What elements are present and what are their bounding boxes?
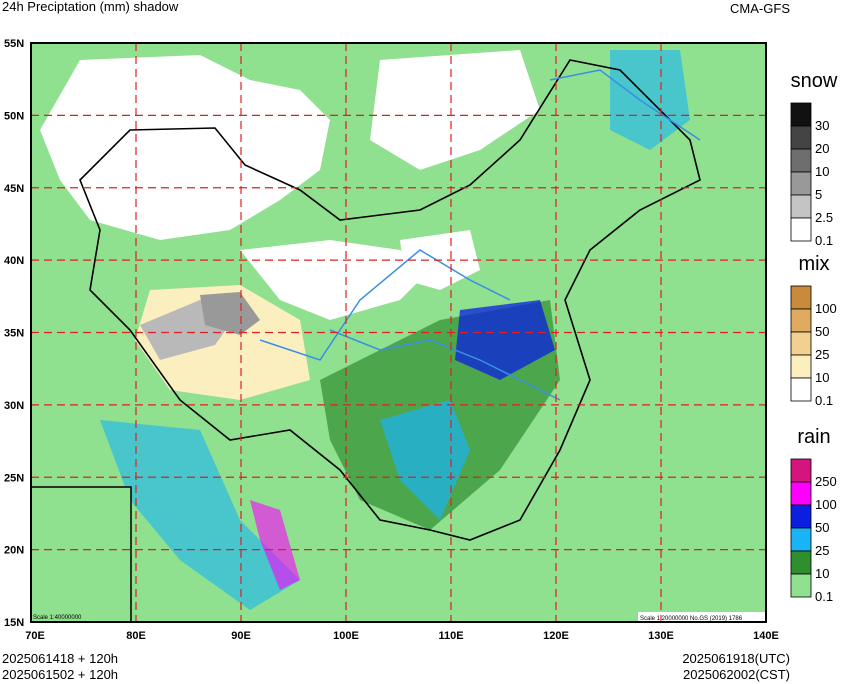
- legend-swatch: [790, 331, 812, 356]
- legend-label: 2.5: [815, 210, 833, 225]
- lon-label: 70E: [25, 630, 45, 642]
- legend-label: 0.1: [815, 589, 833, 604]
- lat-label: 35N: [4, 328, 24, 340]
- lon-label: 110E: [438, 630, 463, 642]
- legend-label: 100: [815, 301, 837, 316]
- lon-label: 120E: [543, 630, 569, 642]
- legend-swatch: [790, 481, 812, 506]
- legend-label: 5: [815, 187, 822, 202]
- lat-label: 40N: [4, 255, 24, 267]
- legend-swatch: [790, 504, 812, 529]
- lon-label: 130E: [648, 630, 674, 642]
- legend-title: snow: [791, 70, 838, 92]
- legend-swatch: [790, 217, 812, 242]
- legend-swatch: [790, 527, 812, 552]
- rain-region: [250, 500, 300, 590]
- lon-label: 80E: [126, 630, 146, 642]
- legend-swatch: [790, 125, 812, 150]
- legend-label: 10: [815, 164, 829, 179]
- lat-label: 55N: [4, 38, 24, 50]
- legend-label: 0.1: [815, 233, 833, 248]
- lon-label: 100E: [333, 630, 359, 642]
- river: [329, 329, 561, 401]
- map-scale: Scale 1:20000000 No.GS (2019) 1786: [640, 616, 743, 622]
- legend-label: 0.1: [815, 393, 833, 408]
- legend-title: mix: [798, 253, 829, 275]
- model-source: CMA-GFS: [730, 1, 790, 16]
- legend-label: 250: [815, 474, 837, 489]
- legend-label: 10: [815, 566, 829, 581]
- grid: [31, 43, 766, 622]
- legend-label: 10: [815, 370, 829, 385]
- legend-swatch: [790, 102, 812, 127]
- scale-box: [638, 612, 766, 622]
- lat-label: 25N: [4, 472, 24, 484]
- legend-title: rain: [797, 426, 830, 448]
- legend-swatch: [790, 308, 812, 333]
- legend-swatch: [790, 148, 812, 173]
- legend-swatch: [790, 458, 812, 483]
- valid-utc: 2025061918(UTC): [682, 651, 790, 666]
- legend-label: 30: [815, 118, 829, 133]
- valid-cst: 2025062002(CST): [683, 667, 790, 682]
- country-border: [79, 59, 701, 541]
- map-title: 24h Preciptation (mm) shadow: [2, 0, 179, 14]
- legend-swatch: [790, 285, 812, 310]
- legend-swatch: [790, 194, 812, 219]
- legend-label: 100: [815, 497, 837, 512]
- river: [259, 249, 511, 361]
- legend-label: 25: [815, 543, 829, 558]
- legend: snow 30 20 10 5 2.5 0.1 mix 100 50 25 10 0.1 rain 250 1…: [790, 70, 838, 604]
- lon-label: 140E: [753, 630, 779, 642]
- init-cst: 2025061502 + 120h: [2, 667, 118, 682]
- lat-label: 45N: [4, 183, 24, 195]
- dry-region: [40, 55, 330, 240]
- lat-label: 50N: [4, 110, 24, 122]
- river: [549, 69, 701, 141]
- inset-map: [30, 486, 132, 623]
- legend-label: 20: [815, 141, 829, 156]
- lat-label: 20N: [4, 545, 24, 557]
- lon-label: 90E: [231, 630, 251, 642]
- rain-region: [380, 400, 470, 520]
- legend-label: 50: [815, 324, 829, 339]
- legend-swatch: [790, 171, 812, 196]
- lat-label: 15N: [4, 617, 24, 629]
- rain-region: [100, 420, 300, 610]
- dry-region: [370, 50, 540, 170]
- legend-label: 25: [815, 347, 829, 362]
- legend-swatch: [790, 377, 812, 402]
- legend-swatch: [790, 354, 812, 379]
- lat-label: 30N: [4, 400, 24, 412]
- snow-region: [200, 292, 260, 335]
- init-utc: 2025061418 + 120h: [2, 651, 118, 666]
- legend-label: 50: [815, 520, 829, 535]
- legend-swatch: [790, 573, 812, 598]
- legend-swatch: [790, 550, 812, 575]
- map-frame: [30, 42, 767, 623]
- inset-scale: Scale 1:40000000: [33, 615, 82, 621]
